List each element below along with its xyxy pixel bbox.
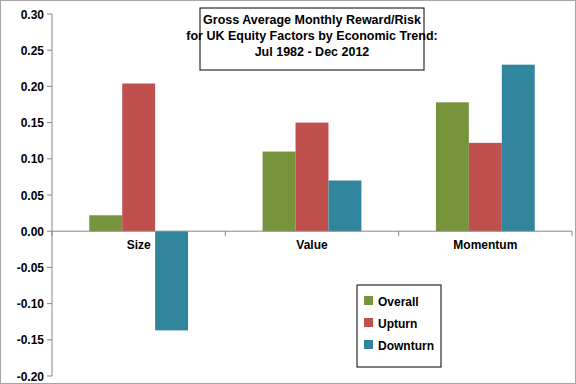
- y-tick: [47, 267, 52, 268]
- y-tick-label: -0.15: [17, 333, 45, 347]
- y-tick: [47, 50, 52, 51]
- category-label: Size: [127, 238, 151, 252]
- bar: [263, 152, 296, 232]
- y-tick-label: 0.20: [21, 80, 45, 94]
- y-tick-label: 0.00: [21, 225, 45, 239]
- x-axis: [52, 231, 572, 232]
- y-tick-label: -0.20: [17, 370, 45, 384]
- x-tick: [398, 231, 399, 236]
- y-tick: [47, 303, 52, 304]
- bar: [436, 102, 469, 231]
- y-tick: [47, 195, 52, 196]
- title-line: Jul 1982 - Dec 2012: [255, 45, 370, 59]
- y-tick-label: 0.15: [21, 116, 45, 130]
- category-label: Value: [296, 238, 328, 252]
- bar: [469, 143, 502, 231]
- y-tick: [47, 376, 52, 377]
- y-tick: [47, 158, 52, 159]
- x-tick: [225, 231, 226, 236]
- legend-box: [357, 285, 441, 367]
- category-label: Momentum: [453, 238, 517, 252]
- legend-label: Overall: [378, 295, 419, 309]
- y-tick: [47, 122, 52, 123]
- x-tick: [52, 231, 53, 236]
- y-tick: [47, 14, 52, 15]
- legend-swatch: [364, 340, 373, 349]
- chart: -0.20 -0.15 -0.10 -0.05 0.00 0.05 0.10 0.15 0.20…: [0, 0, 576, 384]
- y-tick: [47, 86, 52, 87]
- y-tick-label: 0.10: [21, 152, 45, 166]
- legend-swatch: [364, 296, 373, 305]
- title-line: Gross Average Monthly Reward/Risk: [203, 13, 421, 27]
- y-tick: [47, 231, 52, 232]
- bar: [502, 65, 535, 232]
- bar: [328, 181, 361, 232]
- y-axis: [52, 14, 53, 376]
- chart-border: [1, 1, 576, 384]
- bars: [89, 65, 534, 331]
- y-tick-label: 0.05: [21, 189, 45, 203]
- y-tick-label: 0.25: [21, 44, 45, 58]
- legend-swatch: [364, 318, 373, 327]
- y-tick-label: -0.10: [17, 297, 45, 311]
- legend-label: Upturn: [378, 317, 417, 331]
- legend-label: Downturn: [378, 339, 434, 353]
- bar: [296, 123, 329, 232]
- title: Gross Average Monthly Reward/Risk for UK …: [186, 13, 437, 59]
- x-tick: [572, 231, 573, 236]
- y-tick-label: -0.05: [17, 261, 45, 275]
- y-tick: [47, 339, 52, 340]
- bar: [155, 231, 188, 330]
- title-line: for UK Equity Factors by Economic Trend:: [186, 29, 437, 43]
- bar: [122, 84, 155, 232]
- bar: [89, 215, 122, 231]
- y-tick-label: 0.30: [21, 8, 45, 22]
